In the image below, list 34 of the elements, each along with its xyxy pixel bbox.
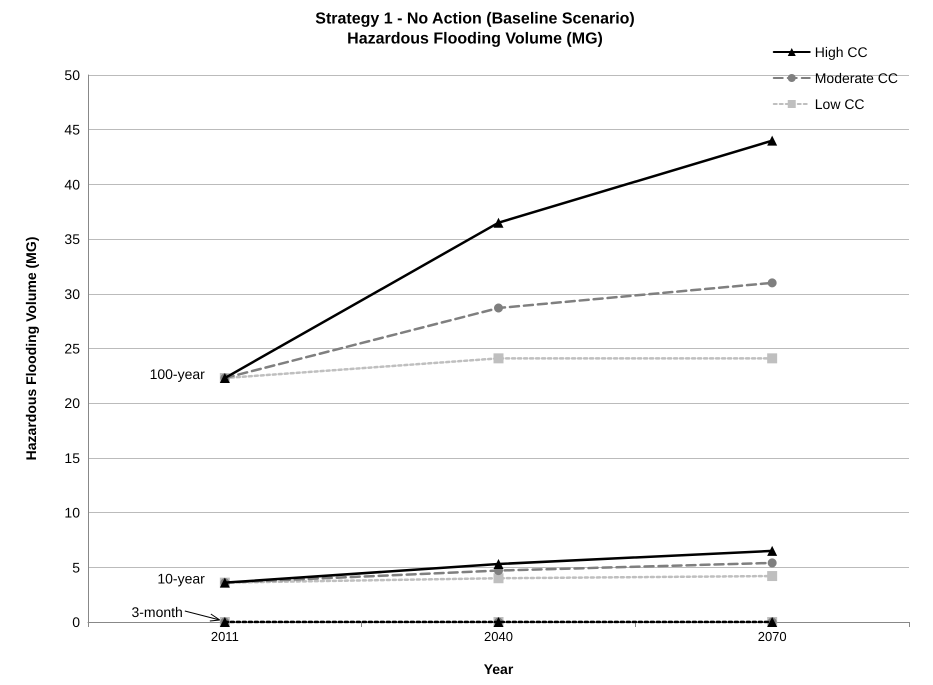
annotation: 100-year [150,366,206,382]
y-tick-label: 35 [64,231,80,248]
point [768,278,777,288]
point [767,546,778,556]
y-axis-title: Hazardous Flooding Volume (MG) [23,236,39,460]
legend-label: Moderate CC [814,70,898,86]
point [767,136,778,146]
y-tick-label: 20 [64,395,80,412]
y-tick-label: 40 [64,176,80,192]
point [494,559,504,570]
annotation: 10-year [157,570,206,587]
chart-title: Strategy 1 - No Action (Baseline Scenario) [315,10,635,28]
point [768,558,777,568]
y-tick-label: 0 [72,614,80,630]
y-tick-label: 15 [64,450,80,466]
chart-subtitle: Hazardous Flooding Volume (MG) [347,30,603,48]
y-tick-label: 5 [72,559,80,576]
y-tick-label: 30 [64,286,80,302]
legend-label: High CC [814,44,868,60]
point [767,353,778,364]
x-axis-title: Year [484,661,514,677]
x-tick-label: 2070 [758,629,787,644]
y-tick-label: 50 [64,67,80,83]
point [494,353,504,364]
y-tick-label: 10 [64,504,80,521]
x-tick-label: 2011 [210,629,239,644]
x-tick-label: 2040 [484,629,513,644]
point [494,218,504,228]
y-tick-label: 25 [64,340,80,356]
legend-label: Low CC [814,96,865,112]
point [767,571,778,582]
annotation: 3-month [131,604,183,620]
point [494,304,503,313]
y-tick-label: 45 [64,122,80,138]
